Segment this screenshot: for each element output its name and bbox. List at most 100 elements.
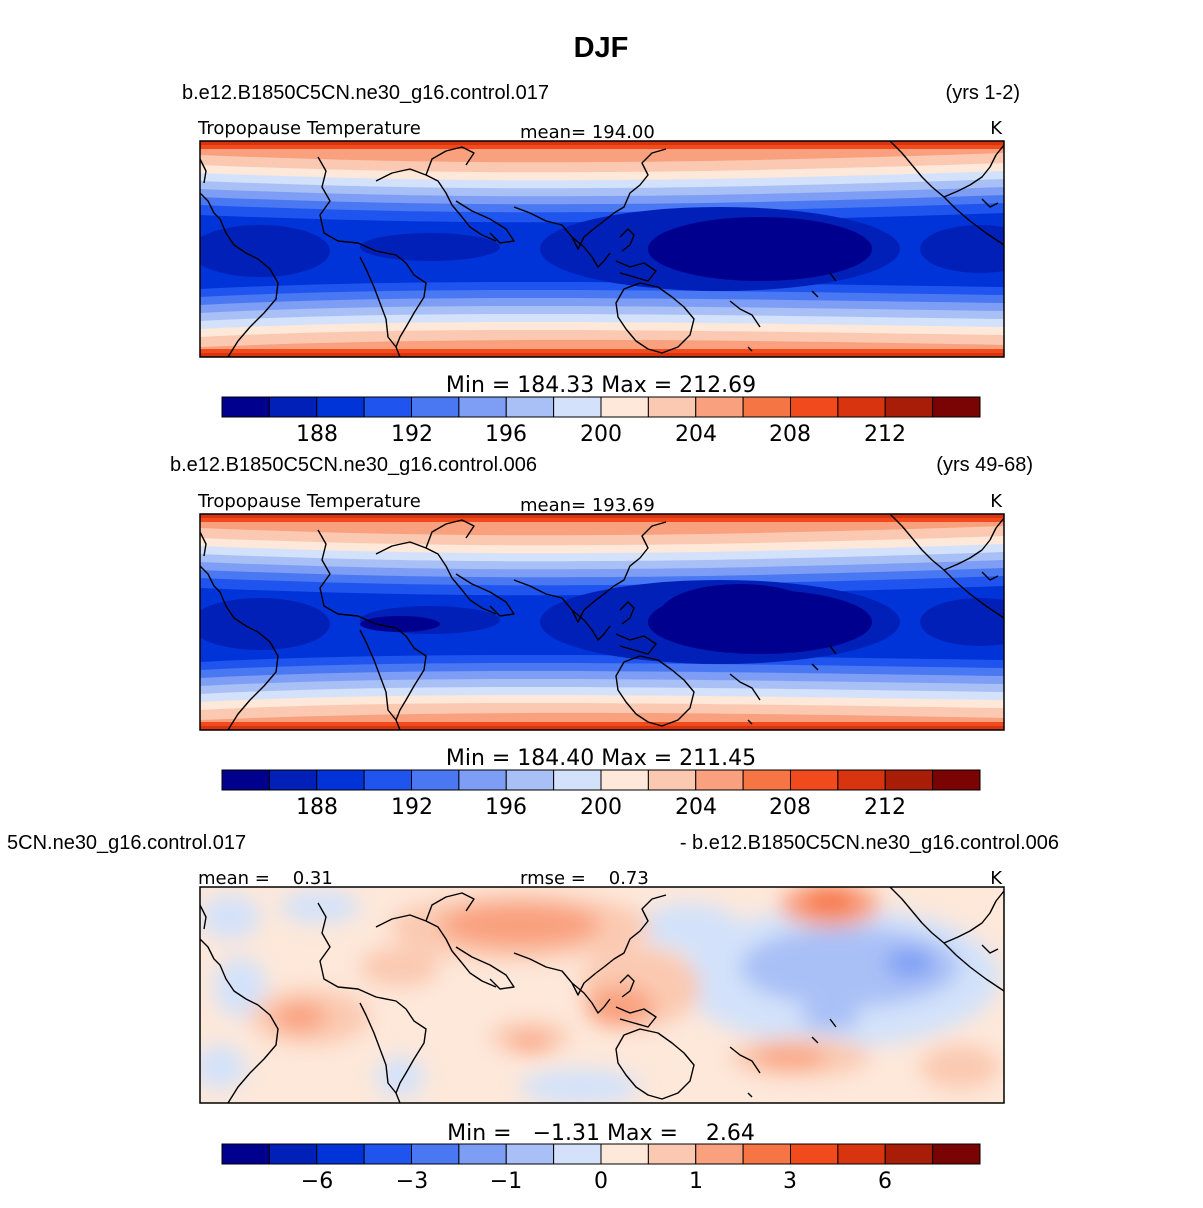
colorbar-swatch <box>458 1143 507 1165</box>
panel-3-units: K <box>990 868 1003 889</box>
panel-3-map <box>200 887 1004 1103</box>
panel-1: b.e12.B1850C5CN.ne30_g16.control.017 (yr… <box>182 82 1020 447</box>
colorbar-tick-label: 188 <box>296 422 338 447</box>
colorbar-swatch <box>932 396 981 418</box>
colorbar-tick-label: 192 <box>391 422 433 447</box>
panel-3-colorbar <box>221 1143 981 1165</box>
colorbar-swatch <box>600 396 649 418</box>
colorbar-swatch <box>221 1143 270 1165</box>
colorbar-swatch <box>884 769 934 791</box>
colorbar-swatch <box>600 769 649 791</box>
colorbar-tick-label: −6 <box>301 1169 333 1194</box>
panel-2-map-frame <box>199 513 1005 731</box>
panel-2-variable: Tropopause Temperature <box>197 491 421 512</box>
colorbar-swatch <box>647 396 697 418</box>
colorbar-swatch <box>600 1143 649 1165</box>
colorbar-tick-label: 200 <box>580 795 622 820</box>
colorbar-tick-label: 212 <box>864 422 906 447</box>
panel-1-minmax: Min = 184.33 Max = 212.69 <box>446 373 756 398</box>
colorbar-swatch <box>505 396 555 418</box>
panel-1-map-frame <box>199 140 1005 358</box>
colorbar-swatch <box>695 769 744 791</box>
panel-1-mean: mean= 194.00 <box>520 122 655 143</box>
colorbar-swatch <box>363 396 412 418</box>
colorbar-swatch <box>316 1143 365 1165</box>
panel-1-units: K <box>990 118 1003 139</box>
panel-3: 5CN.ne30_g16.control.017 - b.e12.B1850C5… <box>7 832 1059 1194</box>
colorbar-tick-label: −3 <box>396 1169 428 1194</box>
colorbar-swatch <box>458 396 507 418</box>
colorbar-tick-label: 6 <box>878 1169 892 1194</box>
colorbar-swatch <box>790 396 839 418</box>
colorbar-swatch <box>505 1143 555 1165</box>
panel-2-colorbar <box>221 769 981 791</box>
colorbar-tick-label: −1 <box>490 1169 522 1194</box>
panel-1-case: b.e12.B1850C5CN.ne30_g16.control.017 <box>182 82 549 104</box>
colorbar-swatch <box>553 769 602 791</box>
colorbar-swatch <box>837 769 886 791</box>
colorbar-swatch <box>790 1143 839 1165</box>
colorbar-swatch <box>411 396 460 418</box>
colorbar-swatch <box>363 769 412 791</box>
panel-3-case-right: - b.e12.B1850C5CN.ne30_g16.control.006 <box>680 832 1059 854</box>
colorbar-swatch <box>363 1143 412 1165</box>
panel-2-units: K <box>990 491 1003 512</box>
colorbar-swatch <box>221 769 270 791</box>
colorbar-swatch <box>458 769 507 791</box>
panel-1-colorbar <box>221 396 981 418</box>
colorbar-tick-label: 188 <box>296 795 338 820</box>
colorbar-swatch <box>221 396 270 418</box>
panel-3-colorbar-ticks: −6 −3 −1 0 1 3 6 <box>301 1169 892 1194</box>
panel-1-colorbar-ticks: 188 192 196 200 204 208 212 <box>296 422 906 447</box>
colorbar-swatch <box>932 1143 981 1165</box>
colorbar-swatch <box>553 1143 602 1165</box>
colorbar-tick-label: 0 <box>594 1169 608 1194</box>
colorbar-swatch <box>505 769 555 791</box>
panel-3-rmse: rmse = 0.73 <box>520 868 649 889</box>
panel-2-minmax: Min = 184.40 Max = 211.45 <box>446 746 756 771</box>
colorbar-swatch <box>932 769 981 791</box>
colorbar-tick-label: 204 <box>675 795 717 820</box>
panel-2-years: (yrs 49-68) <box>936 454 1033 476</box>
colorbar-swatch <box>742 1143 791 1165</box>
figure-title: DJF <box>574 32 629 64</box>
panel-3-mean: mean = 0.31 <box>198 868 333 889</box>
colorbar-swatch <box>790 769 839 791</box>
colorbar-swatch <box>411 1143 460 1165</box>
colorbar-tick-label: 212 <box>864 795 906 820</box>
panel-3-minmax: Min = −1.31 Max = 2.64 <box>447 1121 755 1146</box>
colorbar-tick-label: 200 <box>580 422 622 447</box>
colorbar-swatch <box>268 1143 318 1165</box>
colorbar-swatch <box>837 1143 886 1165</box>
panel-1-variable: Tropopause Temperature <box>197 118 421 139</box>
colorbar-swatch <box>411 769 460 791</box>
colorbar-swatch <box>695 396 744 418</box>
panel-3-case-left: 5CN.ne30_g16.control.017 <box>7 832 246 854</box>
colorbar-tick-label: 1 <box>689 1169 703 1194</box>
colorbar-swatch <box>884 396 934 418</box>
colorbar-swatch <box>742 769 791 791</box>
colorbar-swatch <box>268 396 318 418</box>
colorbar-tick-label: 3 <box>783 1169 797 1194</box>
panel-2-case: b.e12.B1850C5CN.ne30_g16.control.006 <box>170 454 537 476</box>
colorbar-tick-label: 196 <box>485 422 527 447</box>
colorbar-swatch <box>884 1143 934 1165</box>
colorbar-swatch <box>268 769 318 791</box>
colorbar-swatch <box>647 1143 697 1165</box>
colorbar-swatch <box>837 396 886 418</box>
panel-2-map <box>200 514 1004 730</box>
panel-1-years: (yrs 1-2) <box>946 82 1020 104</box>
colorbar-swatch <box>742 396 791 418</box>
colorbar-swatch <box>553 396 602 418</box>
colorbar-swatch <box>316 769 365 791</box>
panel-2-mean: mean= 193.69 <box>520 495 655 516</box>
colorbar-swatch <box>647 769 697 791</box>
panel-3-map-frame <box>199 886 1005 1104</box>
panel-2-colorbar-ticks: 188 192 196 200 204 208 212 <box>296 795 906 820</box>
colorbar-tick-label: 204 <box>675 422 717 447</box>
colorbar-swatch <box>316 396 365 418</box>
colorbar-tick-label: 208 <box>769 795 811 820</box>
colorbar-swatch <box>695 1143 744 1165</box>
colorbar-tick-label: 196 <box>485 795 527 820</box>
